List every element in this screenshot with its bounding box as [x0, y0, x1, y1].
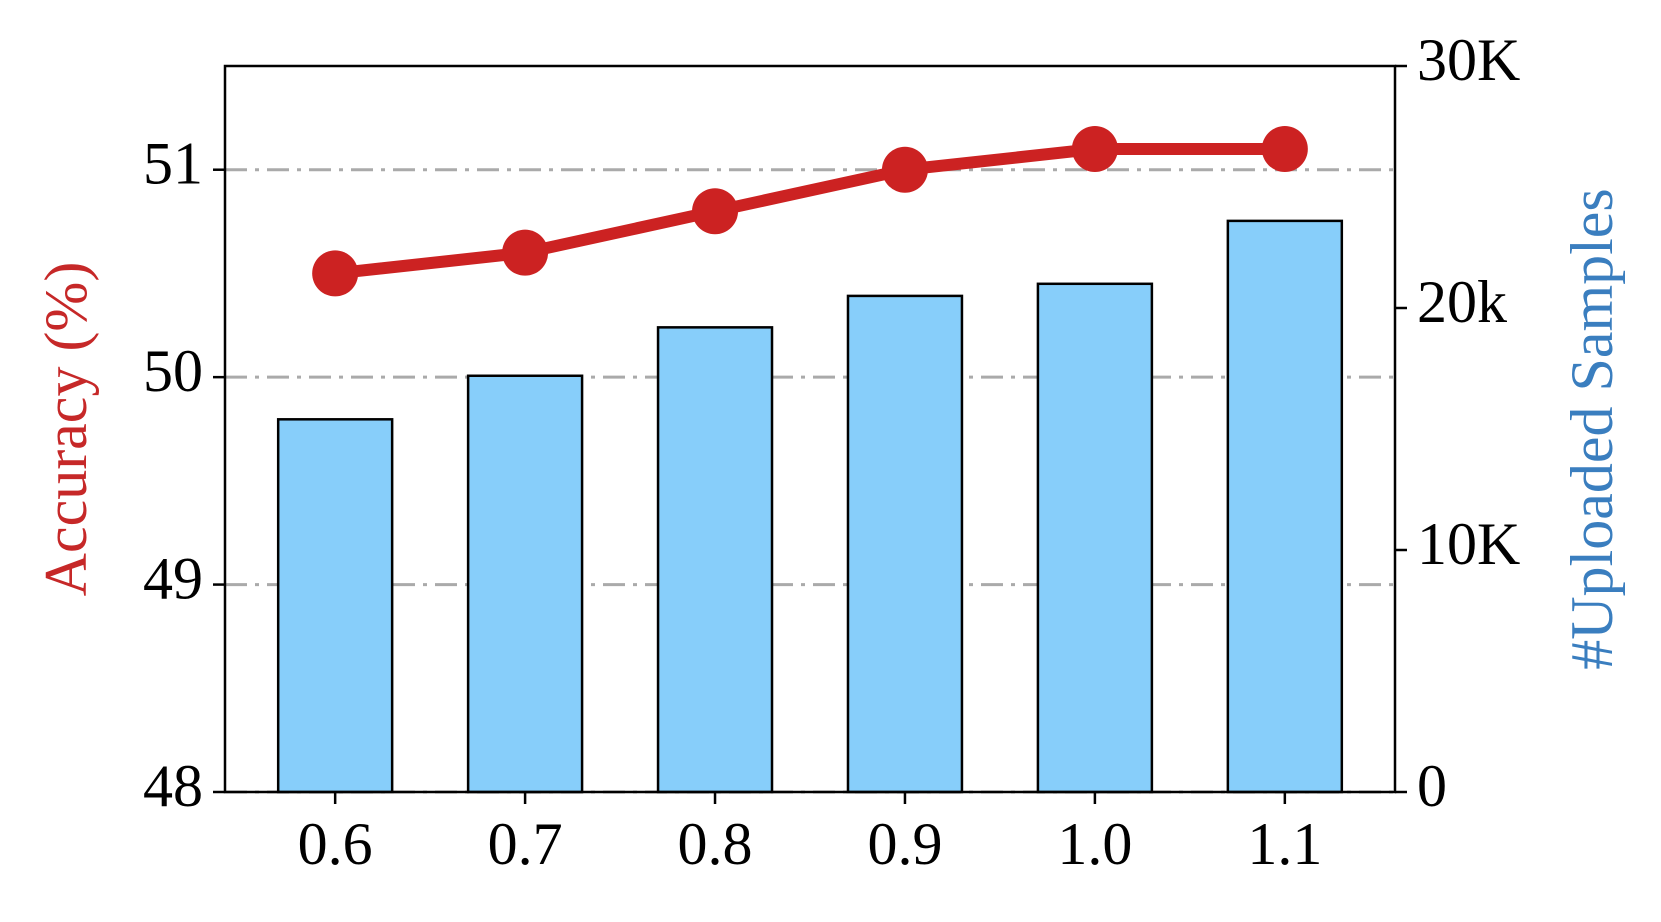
- bar: [1226, 219, 1344, 794]
- line: [334, 142, 1285, 280]
- bar: [656, 326, 774, 794]
- y2-tick-label: 0: [1417, 753, 1447, 819]
- marker: [312, 250, 359, 297]
- bar: [466, 374, 584, 794]
- y-tick-label: 50: [143, 338, 203, 404]
- x-tick-label: 1.0: [1057, 811, 1132, 877]
- plot-frame: [223, 64, 1397, 794]
- marker: [692, 188, 739, 235]
- y2-axis-label: #Uploaded Samples: [1559, 188, 1625, 670]
- x-tick-label: 0.7: [488, 811, 563, 877]
- bar: [1036, 282, 1154, 794]
- y2-tick-label: 10K: [1417, 511, 1520, 577]
- y-tick-label: 49: [143, 545, 203, 611]
- marker: [502, 229, 549, 276]
- y2-tick-label: 30K: [1417, 27, 1520, 93]
- marker: [881, 146, 928, 193]
- bar: [276, 418, 394, 794]
- y2-tick-label: 20k: [1417, 269, 1507, 335]
- marker: [1071, 125, 1118, 172]
- x-tick-label: 0.6: [298, 811, 373, 877]
- x-tick-label: 1.1: [1247, 811, 1322, 877]
- y-tick-label: 51: [143, 130, 203, 196]
- y-axis-label: Accuracy (%): [33, 262, 99, 597]
- x-tick-label: 0.9: [867, 811, 942, 877]
- bar: [846, 294, 964, 794]
- marker: [1261, 125, 1308, 172]
- x-tick-label: 0.8: [678, 811, 753, 877]
- y-tick-label: 48: [143, 753, 203, 819]
